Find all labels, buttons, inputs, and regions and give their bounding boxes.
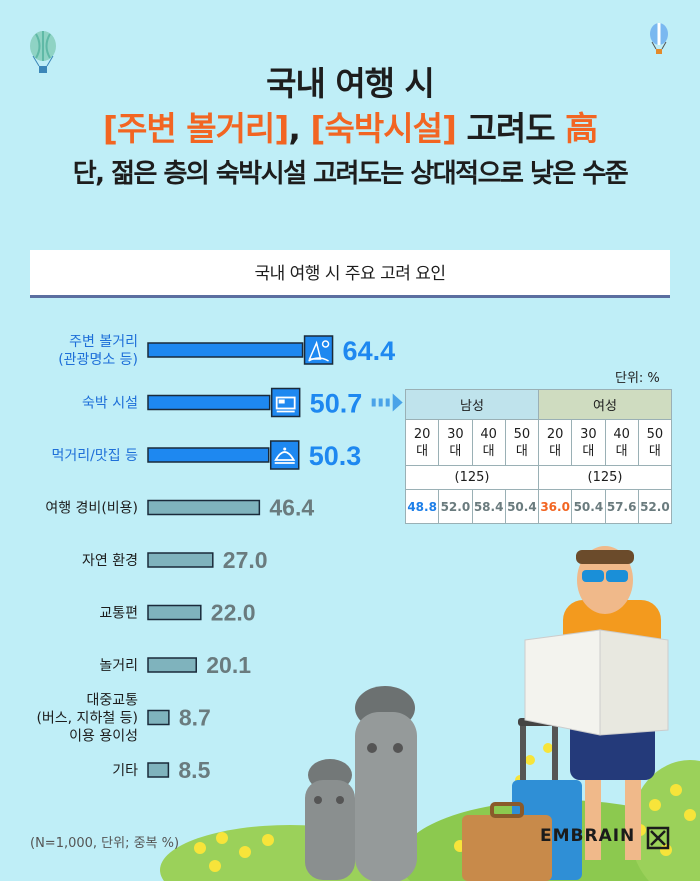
age-header: 50 대: [637, 419, 673, 466]
category-label: 숙박 시설: [82, 396, 138, 412]
value-label: 64.4: [343, 336, 396, 366]
age-header: 40 대: [604, 419, 639, 466]
bar-row: 여행 경비(비용) 46.4: [45, 495, 314, 521]
category-label: 놀거리: [99, 658, 138, 674]
breakdown-value: 50.4: [571, 489, 606, 524]
bar-row: 놀거리 20.1: [99, 652, 251, 678]
value-label: 50.3: [309, 441, 362, 471]
category-label: 교통편: [99, 606, 138, 622]
value-label: 8.7: [179, 705, 211, 731]
age-header: 30 대: [571, 419, 606, 466]
headline-line1: 국내 여행 시: [266, 64, 435, 103]
headline-highlight-sights: [주변 볼거리]: [102, 109, 289, 148]
category-label: 먹거리/맛집 등: [52, 448, 139, 464]
age-header: 40 대: [471, 419, 506, 466]
headline-line3: 단, 젊은 층의 숙박시설 고려도는 상대적으로 낮은 수준: [72, 159, 629, 189]
category-label: (버스, 지하철 등): [36, 711, 138, 727]
group-n-male: (125): [405, 465, 539, 490]
bar-row: 자연 환경 27.0: [82, 547, 268, 573]
bar-row: 숙박 시설 50.7: [82, 387, 403, 419]
beach-icon: [303, 335, 334, 365]
bar: [147, 709, 170, 726]
breakdown-value: 52.0: [637, 489, 673, 524]
age-header: 20 대: [537, 419, 573, 466]
category-label: 이용 용이성: [69, 729, 138, 745]
breakdown-value: 58.4: [471, 489, 506, 524]
bar-chart: 주변 볼거리 (관광명소 등) 64.4 숙박 시설 50.7 먹거리/맛집 등 50.3 여…: [36, 334, 403, 783]
breakdown-table: 남성 여성 20 대 30 대 40 대 50 대 20 대 30 대 40 대 50 대 (125) (12…: [404, 389, 673, 524]
bar-row: 교통편 22.0: [99, 600, 255, 626]
breakdown-unit: 단위: %: [615, 371, 660, 386]
value-label: 46.4: [269, 495, 314, 521]
headline-highlight-high: 高: [565, 109, 598, 148]
breakdown-value: 48.8: [404, 489, 440, 524]
bar-row: 먹거리/맛집 등 50.3: [52, 440, 362, 471]
cloche-icon: [269, 440, 300, 470]
breakdown-value: 36.0: [537, 489, 573, 524]
value-label: 8.5: [178, 757, 210, 783]
breakdown-value: 52.0: [438, 489, 473, 524]
embrain-logo-icon: [646, 826, 670, 850]
brand-logo-text: EMBRAIN: [540, 826, 636, 846]
age-header: 50 대: [504, 419, 540, 466]
category-label: 여행 경비(비용): [45, 501, 138, 517]
category-label: 대중교통: [86, 693, 138, 709]
group-header-female: 여성: [538, 389, 672, 420]
headline-middle: 고려도: [456, 109, 566, 148]
chart-title: 국내 여행 시 주요 고려 요인: [30, 250, 670, 298]
bar-row: 기타 8.5: [112, 757, 210, 783]
group-header-male: 남성: [405, 389, 539, 420]
bar: [147, 552, 214, 568]
breakdown-value: 50.4: [504, 489, 540, 524]
bar: [147, 447, 270, 463]
arrow-right-icon: [371, 393, 403, 412]
category-label: 기타: [112, 763, 138, 779]
category-label: 주변 볼거리: [69, 334, 138, 350]
category-label: 자연 환경: [82, 553, 138, 569]
value-label: 20.1: [206, 652, 251, 678]
category-label: (관광명소 등): [58, 352, 138, 368]
bar-row: 주변 볼거리 (관광명소 등) 64.4: [58, 334, 395, 368]
headline-highlight-lodging: [숙박시설]: [310, 109, 457, 148]
bar: [147, 342, 304, 358]
value-label: 27.0: [223, 547, 268, 573]
footnote: (N=1,000, 단위; 중복 %): [30, 836, 180, 851]
bar-row: 대중교통 (버스, 지하철 등) 이용 용이성 8.7: [36, 693, 210, 745]
bar: [147, 604, 202, 621]
age-header: 20 대: [404, 419, 440, 466]
header: 국내 여행 시 [주변 볼거리], [숙박시설] 고려도 高 단, 젊은 층의 …: [0, 62, 700, 194]
headline-line2: [주변 볼거리], [숙박시설] 고려도 高: [0, 106, 700, 152]
bed-icon: [270, 387, 301, 418]
age-header: 30 대: [438, 419, 473, 466]
hot-air-balloon-right-icon: [650, 23, 668, 54]
hot-air-balloon-left-icon: [30, 31, 56, 73]
bar: [147, 394, 271, 411]
headline-separator: ,: [288, 109, 311, 148]
bar: [147, 657, 197, 673]
bar: [147, 499, 261, 516]
bar: [147, 762, 170, 778]
value-label: 50.7: [310, 389, 363, 419]
breakdown-value: 57.6: [604, 489, 639, 524]
group-n-female: (125): [538, 465, 672, 490]
value-label: 22.0: [211, 600, 256, 626]
